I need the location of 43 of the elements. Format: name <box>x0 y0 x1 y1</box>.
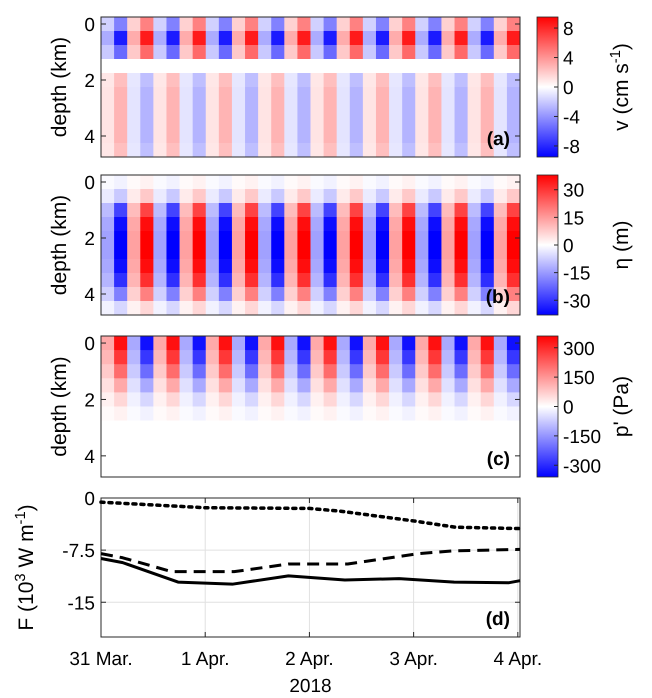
color-bar-label: 300 <box>563 338 595 360</box>
color-bar-label: -30 <box>563 291 590 312</box>
x-axis-title: 2018 <box>289 676 332 697</box>
y-tick-label: 0 <box>84 334 95 356</box>
color-bar-label: 0 <box>563 236 574 257</box>
color-bar-label: 15 <box>563 208 584 230</box>
line-series <box>99 500 522 530</box>
x-tick-label: 31 Mar. <box>69 649 133 670</box>
color-bar-label: 4 <box>563 48 574 70</box>
y-tick-label: -7.5 <box>62 541 95 562</box>
y-tick-label: 4 <box>84 285 96 306</box>
y-axis-title: depth (km) <box>48 194 71 296</box>
y-tick-label: 4 <box>84 127 96 148</box>
x-tick-label: 3 Apr. <box>389 649 438 670</box>
x-tick-label: 2 Apr. <box>285 649 334 670</box>
color-bar-label: 30 <box>563 180 584 202</box>
y-tick-label: 2 <box>84 229 95 250</box>
y-tick-label: 0 <box>84 489 95 510</box>
y-tick-label: 4 <box>84 446 96 468</box>
x-tick-label: 1 Apr. <box>180 649 230 670</box>
annotation: (a) <box>486 129 510 150</box>
color-bar-label: -4 <box>563 107 580 128</box>
color-bar-title: p' (Pa) <box>610 376 633 438</box>
y-tick-label: 0 <box>84 173 95 194</box>
color-bar-label: -8 <box>563 136 580 158</box>
color-bar-label: 0 <box>563 78 574 99</box>
y-tick-label: 2 <box>84 390 95 412</box>
color-bar-label: -300 <box>563 456 602 478</box>
y-axis-title: depth (km) <box>48 356 71 457</box>
x-tick-label: 4 Apr. <box>494 649 542 670</box>
annotation: (c) <box>486 449 510 470</box>
color-bar-label: 8 <box>563 19 574 40</box>
color-bar-label: -15 <box>563 264 590 285</box>
annotation: (b) <box>486 287 510 308</box>
y-tick-label: 0 <box>84 15 95 36</box>
y-tick-label: -15 <box>68 593 95 614</box>
color-bar-label: -150 <box>563 426 602 448</box>
color-bar-title: η (m) <box>610 220 633 270</box>
color-bar-label: 150 <box>563 368 595 390</box>
annotation: (d) <box>486 609 510 630</box>
color-bar-label: 0 <box>563 398 574 418</box>
y-axis-title: depth (km) <box>48 36 71 138</box>
y-tick-label: 2 <box>84 71 95 92</box>
